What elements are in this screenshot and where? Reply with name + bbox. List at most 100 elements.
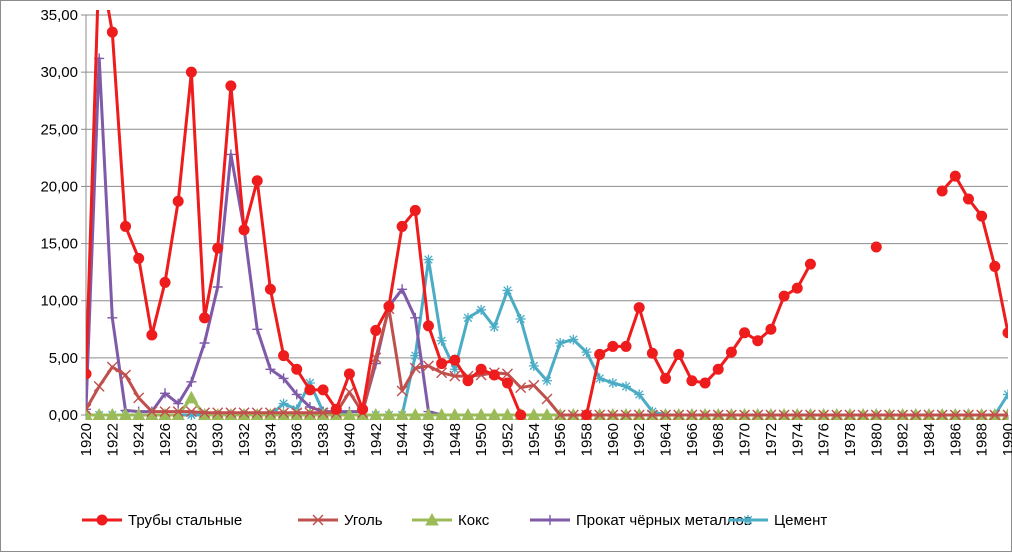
legend-item: Уголь bbox=[298, 512, 383, 529]
data-point bbox=[146, 329, 158, 341]
legend-label: Уголь bbox=[344, 512, 383, 529]
data-point bbox=[581, 409, 593, 420]
data-point bbox=[251, 407, 263, 419]
data-point bbox=[250, 407, 264, 420]
data-point bbox=[133, 252, 145, 264]
data-point bbox=[422, 360, 434, 372]
data-point bbox=[291, 389, 302, 400]
data-point bbox=[883, 409, 895, 420]
data-point bbox=[370, 324, 382, 336]
data-point bbox=[620, 340, 632, 352]
y-tick-label: 35,00 bbox=[40, 7, 78, 24]
data-point bbox=[186, 376, 197, 387]
data-point bbox=[778, 290, 790, 302]
data-point bbox=[660, 409, 672, 420]
data-point bbox=[976, 409, 988, 420]
data-point bbox=[449, 364, 460, 375]
data-point bbox=[791, 282, 803, 294]
data-point bbox=[197, 407, 212, 420]
x-tick-label: 1982 bbox=[895, 423, 912, 456]
data-point bbox=[92, 407, 106, 420]
data-point bbox=[462, 312, 473, 323]
data-point bbox=[607, 409, 619, 420]
data-point bbox=[870, 241, 882, 253]
data-point bbox=[237, 407, 251, 420]
data-point bbox=[199, 338, 210, 348]
data-point bbox=[936, 409, 948, 420]
x-tick-label: 1986 bbox=[947, 423, 964, 456]
data-point bbox=[660, 372, 672, 384]
data-point bbox=[545, 515, 555, 525]
y-tick-label: 25,00 bbox=[40, 121, 78, 138]
data-point bbox=[594, 373, 605, 384]
data-point bbox=[699, 377, 711, 389]
data-point bbox=[330, 403, 342, 415]
data-point bbox=[962, 409, 974, 420]
data-point bbox=[304, 384, 316, 396]
x-tick-label: 1966 bbox=[684, 423, 701, 456]
data-point bbox=[251, 175, 263, 187]
data-point bbox=[581, 347, 592, 358]
data-point bbox=[277, 407, 291, 420]
data-point bbox=[502, 285, 513, 296]
data-point bbox=[461, 407, 475, 420]
x-tick-label: 1946 bbox=[420, 423, 437, 456]
y-tick-label: 15,00 bbox=[40, 236, 78, 253]
data-point bbox=[765, 323, 777, 335]
x-tick-label: 1930 bbox=[210, 423, 227, 456]
data-point bbox=[212, 407, 224, 419]
data-point bbox=[501, 368, 513, 380]
legend: Трубы стальные Уголь Кокс Прокат чёрных мет… bbox=[82, 512, 827, 529]
data-point bbox=[199, 312, 211, 324]
data-point bbox=[554, 409, 566, 420]
data-point bbox=[357, 403, 369, 415]
data-point bbox=[86, 368, 92, 380]
data-point bbox=[673, 348, 685, 360]
data-point bbox=[410, 350, 421, 361]
data-point bbox=[500, 407, 515, 420]
data-point bbox=[804, 409, 816, 420]
data-point bbox=[133, 392, 145, 404]
data-point bbox=[449, 370, 461, 382]
data-point bbox=[172, 195, 184, 207]
x-tick-label: 1928 bbox=[183, 423, 200, 456]
data-point bbox=[397, 284, 408, 295]
data-point bbox=[449, 354, 461, 366]
data-point bbox=[989, 409, 1001, 420]
y-tick-label: 10,00 bbox=[40, 293, 78, 310]
data-point bbox=[93, 380, 105, 392]
data-point bbox=[936, 185, 948, 197]
data-point bbox=[290, 407, 304, 420]
data-point bbox=[436, 358, 448, 370]
data-point bbox=[317, 407, 329, 419]
y-tick-labels: 0,00 5,00 10,00 15,00 20,00 25,00 30,00 35,00 bbox=[40, 7, 78, 424]
data-point bbox=[501, 377, 513, 389]
data-point bbox=[184, 390, 199, 404]
x-tick-label: 1942 bbox=[368, 423, 385, 456]
data-point bbox=[409, 204, 421, 216]
x-tick-label: 1934 bbox=[262, 423, 279, 456]
y-tick-label: 20,00 bbox=[40, 178, 78, 195]
data-point bbox=[633, 409, 645, 420]
data-point bbox=[211, 407, 225, 420]
data-point bbox=[409, 362, 421, 374]
data-point bbox=[312, 514, 324, 526]
x-tick-label: 1948 bbox=[447, 423, 464, 456]
data-point bbox=[304, 378, 315, 388]
data-point bbox=[752, 409, 764, 420]
data-point bbox=[185, 406, 197, 418]
data-point bbox=[408, 407, 422, 420]
x-tick-label: 1932 bbox=[236, 423, 253, 456]
data-point bbox=[225, 407, 237, 419]
data-point bbox=[423, 254, 434, 265]
data-point bbox=[673, 409, 685, 420]
x-tick-label: 1950 bbox=[473, 423, 490, 456]
x-tick-label: 1972 bbox=[763, 423, 780, 456]
data-point bbox=[725, 409, 737, 420]
data-point bbox=[172, 406, 184, 418]
x-tick-label: 1968 bbox=[710, 423, 727, 456]
data-point bbox=[383, 300, 395, 312]
data-point bbox=[303, 407, 317, 420]
data-point bbox=[278, 350, 290, 362]
